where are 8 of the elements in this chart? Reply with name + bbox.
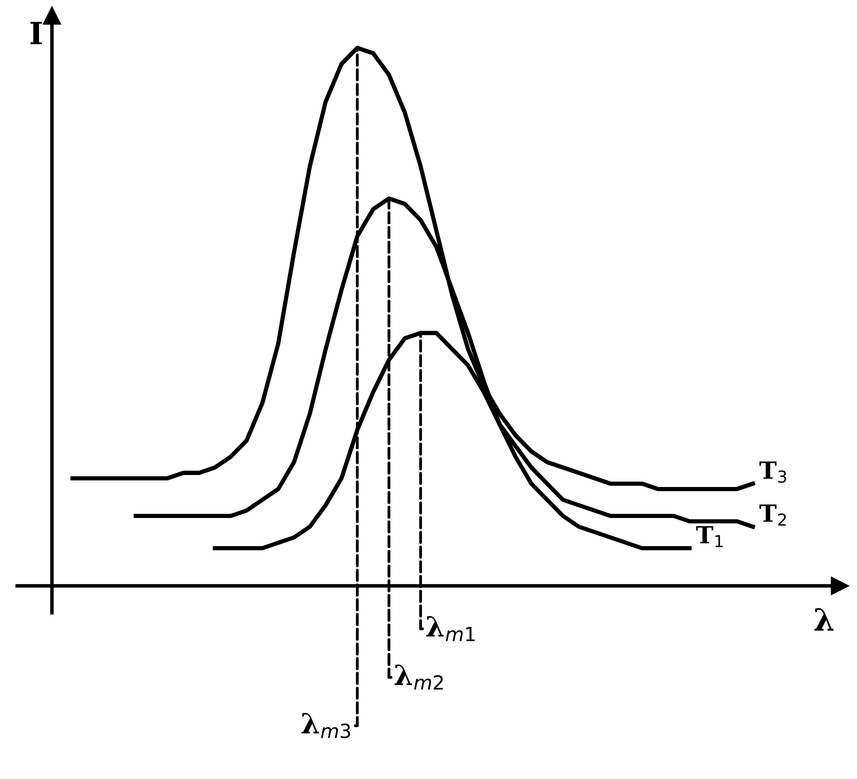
y-axis-title: I [30, 22, 42, 44]
series-label: T$_{3}$ [759, 462, 786, 483]
text: λ$_{m1}$ [426, 616, 475, 642]
series-label: T$_{1}$ [696, 526, 723, 548]
text: λ$_{m2}$ [394, 664, 443, 690]
text: λ$_{m3}$ [302, 712, 350, 738]
x-axis-title: λ [814, 608, 834, 631]
series-label: T$_{2}$ [759, 504, 786, 526]
